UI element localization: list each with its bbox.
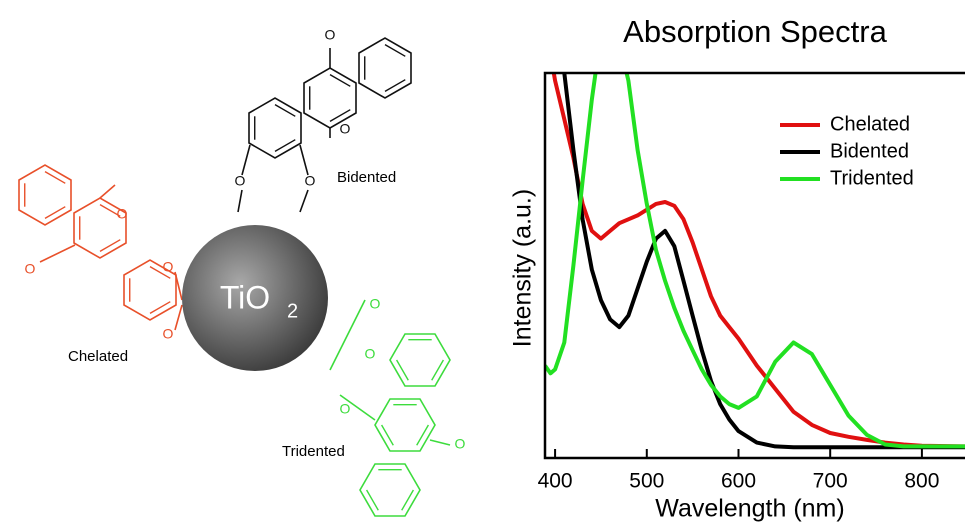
ring — [249, 98, 301, 158]
legend-label: Chelated — [830, 113, 910, 135]
atom-label: O — [365, 346, 376, 362]
x-axis-label: Wavelength (nm) — [655, 495, 844, 523]
plot-area: 400 500 600 700 800 Chelated Bidented Tridented — [538, 0, 965, 493]
double-bond — [275, 105, 295, 117]
double-bond — [417, 425, 429, 445]
figure: O O O O O O O O O O O O TiO 2 Bidented Chelated Tri… — [0, 0, 965, 524]
atom-label: O — [25, 261, 36, 277]
ring — [304, 68, 356, 128]
tio2-label: TiO — [220, 279, 270, 315]
atom-label: O — [325, 27, 336, 43]
double-bond — [45, 207, 65, 219]
chelated-label: Chelated — [68, 348, 128, 365]
legend-label: Tridented — [830, 167, 914, 189]
bond — [430, 440, 450, 445]
ring — [360, 464, 420, 516]
double-bond — [150, 302, 170, 314]
double-bond — [385, 45, 405, 57]
bond — [300, 145, 308, 175]
x-tick-label: 800 — [904, 470, 939, 493]
bond — [100, 185, 115, 198]
x-tick-label: 400 — [538, 470, 573, 493]
series-group — [545, 0, 965, 447]
bond — [330, 300, 365, 370]
chart-title: Absorption Spectra — [623, 14, 887, 49]
ring — [375, 399, 435, 451]
y-axis-label: Intensity (a.u.) — [509, 189, 537, 347]
atom-label: O — [117, 206, 128, 222]
bond — [300, 190, 308, 212]
ring — [390, 334, 450, 386]
bidented-label: Bidented — [337, 169, 396, 186]
series-line — [545, 0, 965, 446]
bond — [242, 145, 250, 175]
atom-label: O — [370, 296, 381, 312]
x-tick-label: 500 — [629, 470, 664, 493]
x-tick-label: 700 — [813, 470, 848, 493]
ring — [19, 165, 71, 225]
atom-label: O — [340, 121, 351, 137]
atom-label: O — [455, 436, 466, 452]
atom-label: O — [163, 326, 174, 342]
legend: Chelated Bidented Tridented — [780, 113, 914, 189]
double-bond — [432, 360, 444, 380]
legend-label: Bidented — [830, 140, 909, 162]
tio2-subscript: 2 — [287, 300, 298, 322]
series-line — [545, 0, 965, 447]
atom-label: O — [235, 173, 246, 189]
double-bond — [45, 172, 65, 184]
double-bond — [382, 425, 394, 445]
bond — [40, 245, 75, 262]
double-bond — [397, 360, 409, 380]
double-bond — [275, 140, 295, 152]
tridented-label: Tridented — [282, 443, 345, 460]
atom-label: O — [163, 259, 174, 275]
double-bond — [100, 240, 120, 252]
double-bond — [385, 80, 405, 92]
bond — [238, 190, 242, 212]
ring — [359, 38, 411, 98]
x-tick-label: 600 — [721, 470, 756, 493]
double-bond — [330, 110, 350, 122]
double-bond — [367, 490, 379, 510]
atom-label: O — [340, 401, 351, 417]
atom-label: O — [305, 173, 316, 189]
double-bond — [402, 490, 414, 510]
bond — [175, 305, 182, 330]
double-bond — [330, 75, 350, 87]
